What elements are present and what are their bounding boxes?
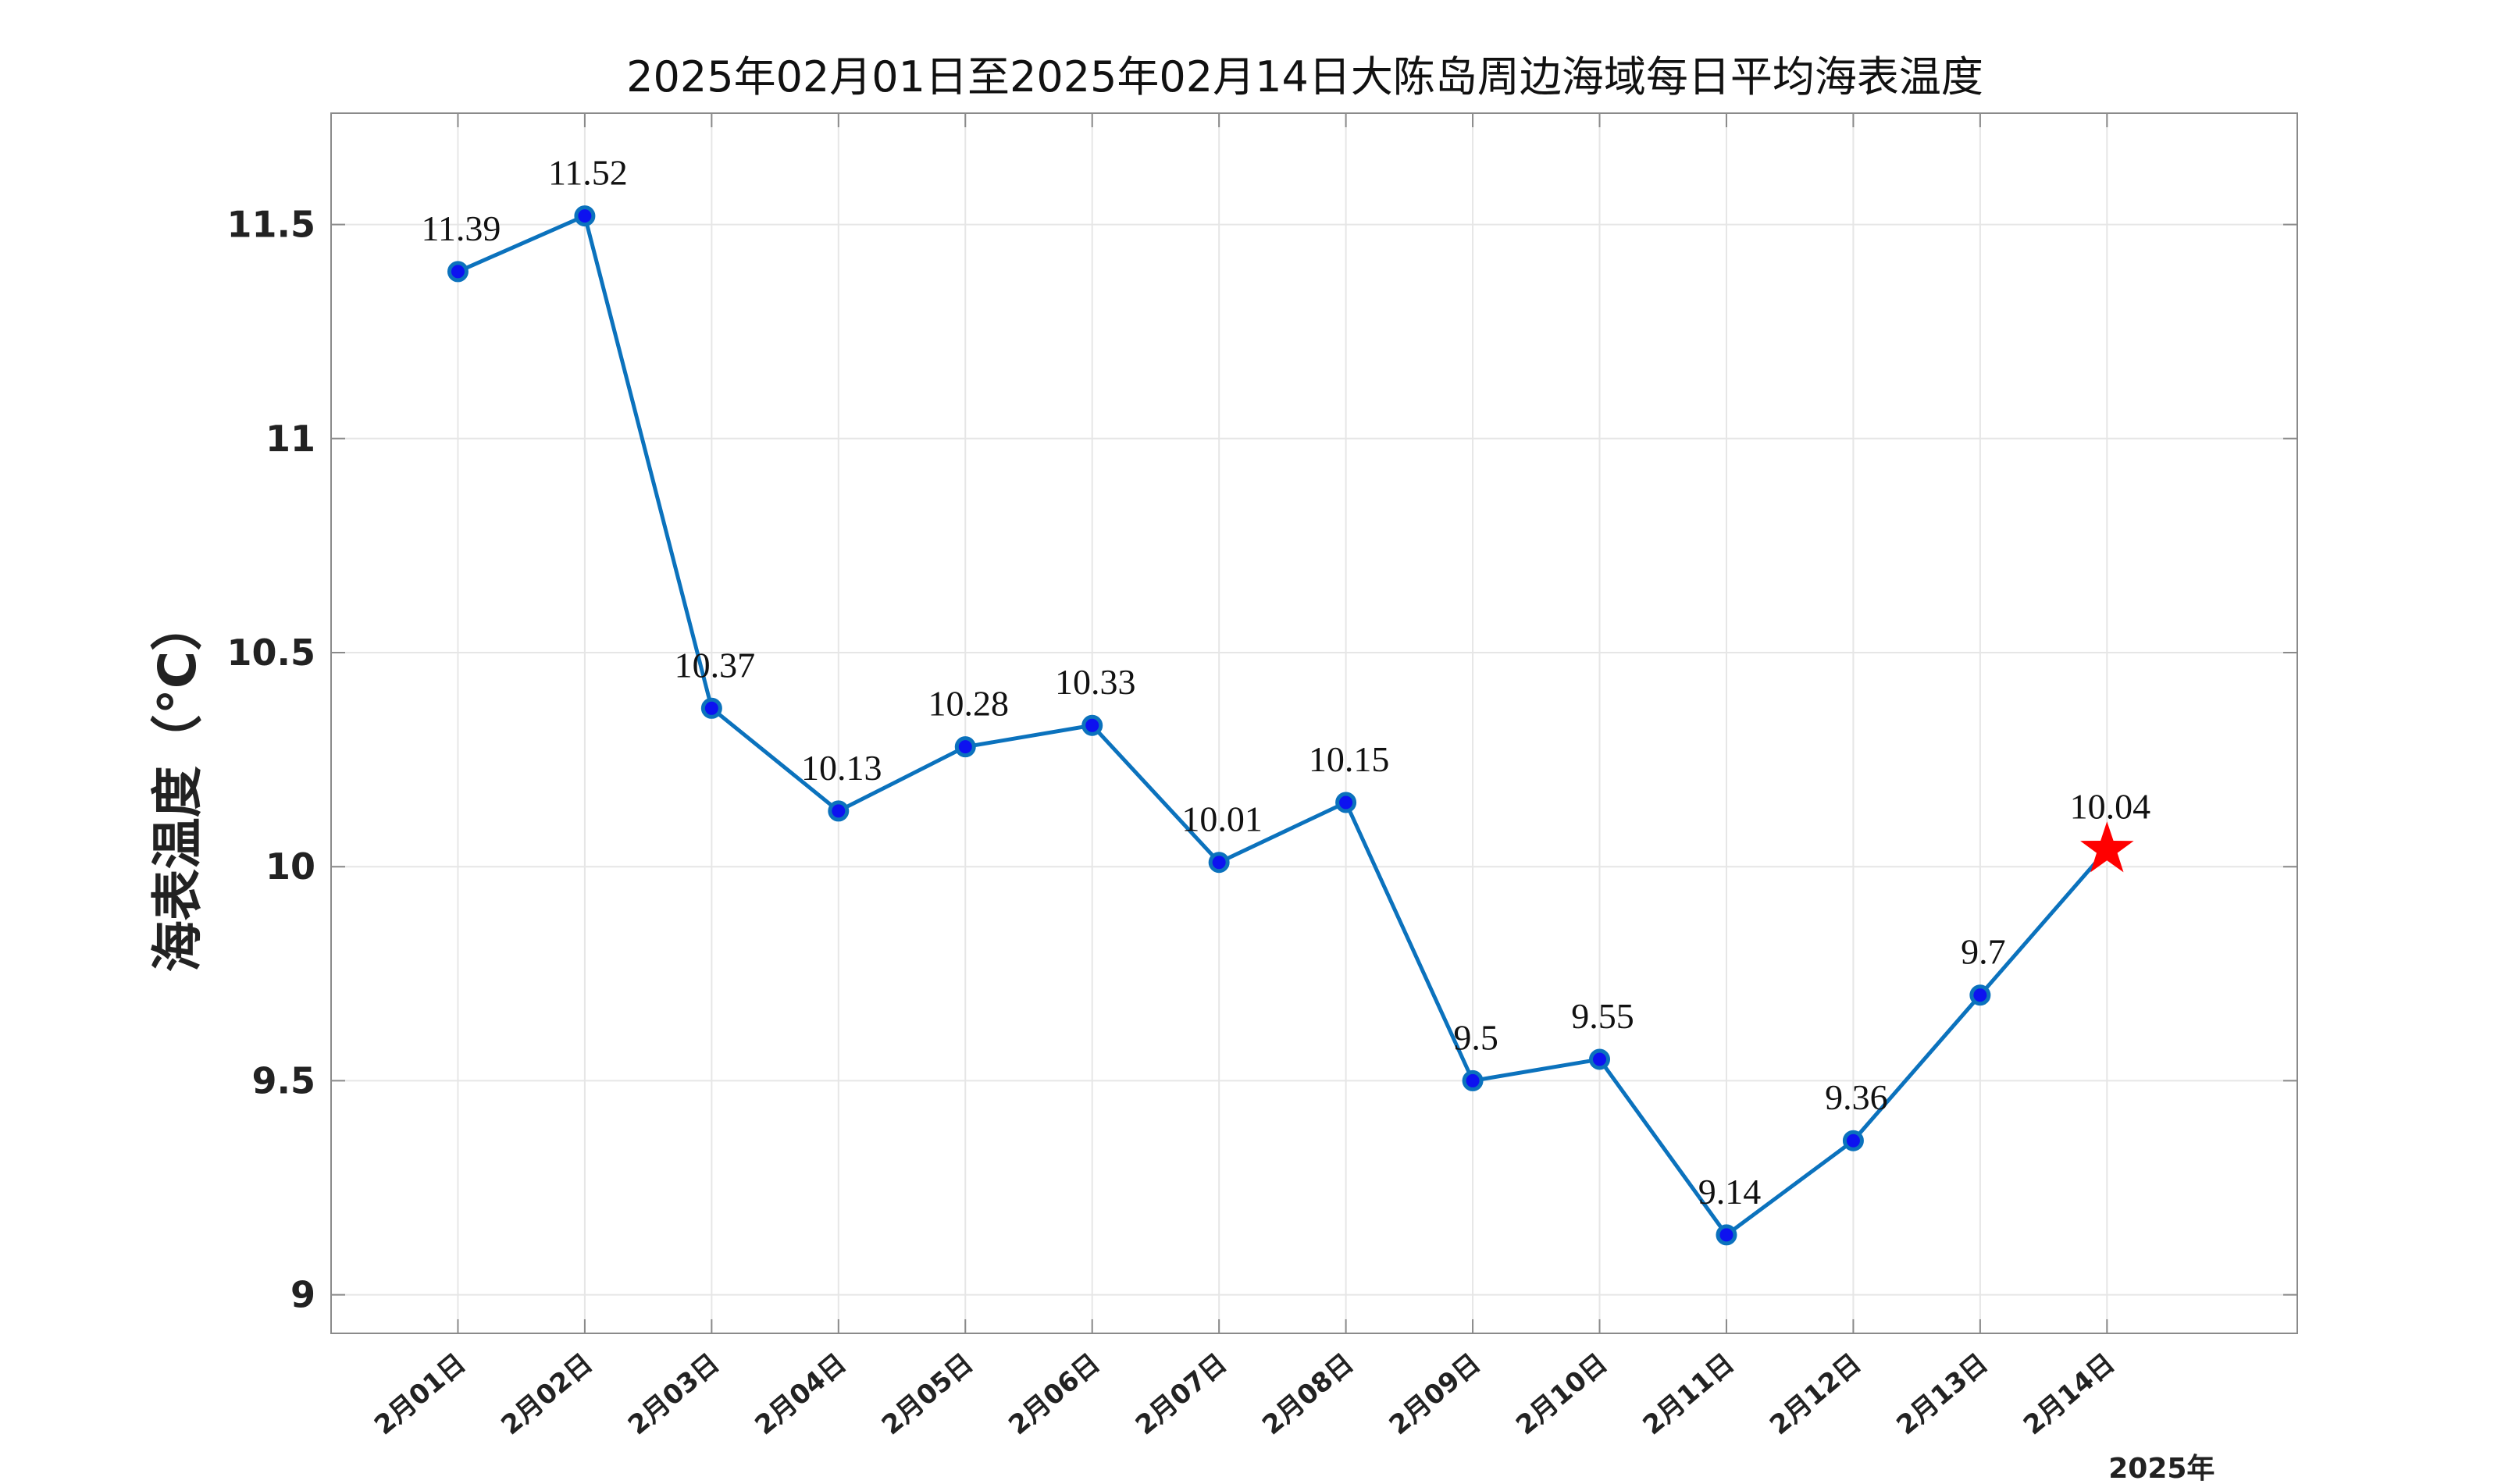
data-point-marker bbox=[828, 800, 850, 822]
data-label: 11.39 bbox=[422, 208, 501, 248]
data-point-marker bbox=[1842, 1130, 1864, 1151]
data-label: 10.04 bbox=[2070, 786, 2151, 826]
data-point-marker bbox=[1716, 1224, 1737, 1246]
data-point-marker bbox=[954, 736, 976, 758]
data-point-marker bbox=[1335, 792, 1357, 813]
y-axis-tick-labels: 9 9.5 10 10.5 11 11.5 bbox=[227, 204, 316, 1316]
data-label: 10.13 bbox=[801, 748, 882, 788]
data-point-marker bbox=[1969, 984, 1991, 1006]
y-tick-label: 11 bbox=[265, 418, 315, 460]
grid bbox=[331, 113, 2297, 1333]
data-label: 10.37 bbox=[675, 645, 756, 685]
y-tick-label: 10 bbox=[265, 845, 315, 888]
y-tick-label: 11.5 bbox=[227, 204, 316, 246]
data-label: 9.36 bbox=[1825, 1077, 1888, 1117]
data-labels: 11.39 11.52 10.37 10.13 10.28 10.33 10.01 10.15… bbox=[422, 153, 2151, 1212]
data-point-marker bbox=[574, 205, 596, 227]
y-tick-label: 10.5 bbox=[227, 632, 316, 674]
axis-ticks bbox=[331, 113, 2297, 1333]
data-label: 10.01 bbox=[1181, 799, 1263, 839]
data-point-marker bbox=[447, 261, 469, 283]
data-markers bbox=[447, 205, 2134, 1246]
data-label: 9.7 bbox=[1961, 932, 2006, 972]
series-line bbox=[457, 214, 2109, 1237]
data-point-marker bbox=[1462, 1069, 1484, 1091]
data-label: 10.33 bbox=[1055, 662, 1136, 702]
highlight-star-marker bbox=[2080, 821, 2134, 873]
data-point-marker bbox=[1589, 1048, 1611, 1070]
y-axis-label: 海表温度（°C） bbox=[148, 600, 208, 972]
data-label: 11.52 bbox=[548, 153, 628, 193]
data-label: 9.14 bbox=[1698, 1172, 1762, 1212]
chart-title: 2025年02月01日至2025年02月14日大陈岛周边海域每日平均海表温度 bbox=[626, 52, 1983, 101]
data-point-marker bbox=[700, 697, 722, 719]
plot-area-frame bbox=[330, 112, 2298, 1334]
data-point-marker bbox=[1081, 714, 1103, 736]
data-label: 10.15 bbox=[1309, 739, 1390, 779]
data-label: 9.5 bbox=[1453, 1017, 1498, 1057]
data-label: 9.55 bbox=[1571, 996, 1634, 1036]
x-axis-year-label: 2025年 bbox=[2108, 1453, 2214, 1484]
data-point-marker bbox=[1208, 852, 1230, 874]
data-label: 10.28 bbox=[928, 684, 1010, 724]
y-tick-label: 9 bbox=[290, 1274, 315, 1316]
y-tick-label: 9.5 bbox=[252, 1059, 316, 1101]
